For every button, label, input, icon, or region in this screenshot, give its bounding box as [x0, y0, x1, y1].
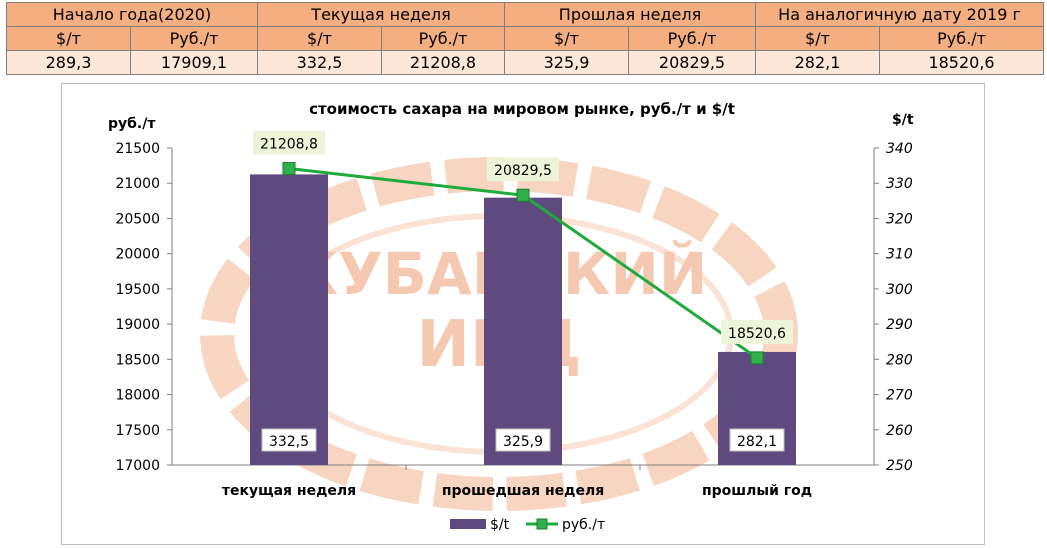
- value-cell: 21208,8: [381, 50, 505, 75]
- right-axis-tick-label: 260: [886, 423, 913, 439]
- period-header-row: Начало года(2020) Текущая неделя Прошлая…: [6, 2, 1045, 27]
- right-axis-tick-label: 330: [886, 176, 913, 192]
- left-axis-tick-label: 21000: [115, 176, 160, 192]
- value-cell: 289,3: [6, 50, 131, 75]
- right-axis-tick-label: 340: [886, 141, 913, 157]
- value-cell: 282,1: [755, 50, 881, 75]
- period-header: Начало года(2020): [6, 2, 258, 27]
- x-axis-tick-label: прошедшая неделя: [442, 483, 604, 499]
- line-data-label: 18520,6: [728, 326, 786, 342]
- value-cell: 18520,6: [879, 50, 1045, 75]
- right-axis-tick-label: 250: [886, 458, 913, 474]
- left-axis-label: руб./т: [108, 116, 156, 132]
- right-axis-tick-label: 290: [886, 317, 913, 333]
- left-axis-tick-label: 18000: [115, 388, 160, 404]
- unit-header-row: $/т Руб./т $/т Руб./т $/т Руб./т $/т Руб…: [6, 26, 1045, 51]
- unit-header: $/т: [504, 26, 629, 51]
- right-axis-tick-label: 300: [886, 282, 913, 298]
- chart-title: стоимость сахара на мировом рынке, руб./…: [309, 100, 735, 118]
- unit-header: Руб./т: [879, 26, 1045, 51]
- x-axis-tick-label: текущая неделя: [222, 483, 356, 499]
- legend-line-label: руб./т: [562, 517, 605, 533]
- line-point: [282, 162, 296, 176]
- value-cell: 332,5: [257, 50, 382, 75]
- left-axis-tick-label: 17000: [115, 458, 160, 474]
- line-point: [750, 351, 764, 365]
- unit-header: Руб./т: [130, 26, 258, 51]
- bar: [250, 174, 328, 465]
- bar-data-label-box: [261, 428, 317, 452]
- unit-header: $/т: [6, 26, 131, 51]
- legend-bar-swatch: [450, 519, 486, 529]
- value-row: 289,3 17909,1 332,5 21208,8 325,9 20829,…: [6, 50, 1045, 75]
- plot-area: 17000 17500 18000 18500 19000 19500 20000 20500…: [115, 130, 913, 499]
- bar-data-label-box: [729, 428, 785, 452]
- left-axis-tick-label: 18500: [115, 352, 160, 368]
- bar-data-label: 332,5: [269, 434, 309, 450]
- right-axis-tick-label: 280: [886, 352, 913, 368]
- unit-header: Руб./т: [381, 26, 505, 51]
- line-point: [516, 188, 530, 202]
- legend: $/t руб./т: [450, 517, 605, 533]
- bar-data-label: 325,9: [503, 434, 543, 450]
- unit-header: $/т: [755, 26, 881, 51]
- value-cell: 325,9: [504, 50, 629, 75]
- value-cell: 17909,1: [130, 50, 258, 75]
- line-data-label-box: [253, 130, 325, 155]
- period-header: Текущая неделя: [257, 2, 505, 27]
- left-axis-tick-label: 17500: [115, 423, 160, 439]
- left-axis-tick-label: 20500: [115, 211, 160, 227]
- period-header: Прошлая неделя: [503, 2, 757, 27]
- right-axis-tick-label: 270: [886, 388, 913, 404]
- chart-area: КУБАНСКИЙ ИКЦ стоимость сахара на мирово…: [61, 83, 985, 545]
- x-axis-tick-label: прошлый год: [702, 483, 812, 499]
- left-axis-tick-label: 21500: [115, 141, 160, 157]
- line-data-label: 21208,8: [260, 137, 318, 153]
- right-axis-label: $/t: [892, 112, 914, 128]
- legend-bar-label: $/t: [490, 517, 510, 533]
- line-data-label-box: [721, 319, 793, 344]
- left-axis-tick-label: 19500: [115, 282, 160, 298]
- unit-header: $/т: [257, 26, 382, 51]
- value-cell: 20829,5: [627, 50, 757, 75]
- unit-header: Руб./т: [627, 26, 757, 51]
- right-axis-tick-label: 320: [886, 211, 913, 227]
- right-axis-tick-label: 310: [886, 247, 913, 263]
- bar-data-label: 282,1: [737, 434, 777, 450]
- period-header: На аналогичную дату 2019 г: [755, 2, 1045, 27]
- summary-table: Начало года(2020) Текущая неделя Прошлая…: [6, 2, 1045, 75]
- legend-line-marker: [536, 518, 548, 530]
- line-data-label-box: [487, 157, 559, 182]
- bar: [484, 197, 562, 465]
- line-data-label: 20829,5: [494, 163, 552, 179]
- sugar-price-chart: КУБАНСКИЙ ИКЦ стоимость сахара на мирово…: [108, 100, 914, 533]
- left-axis-tick-label: 20000: [115, 247, 160, 263]
- left-axis-tick-label: 19000: [115, 317, 160, 333]
- bar-data-label-box: [495, 428, 551, 452]
